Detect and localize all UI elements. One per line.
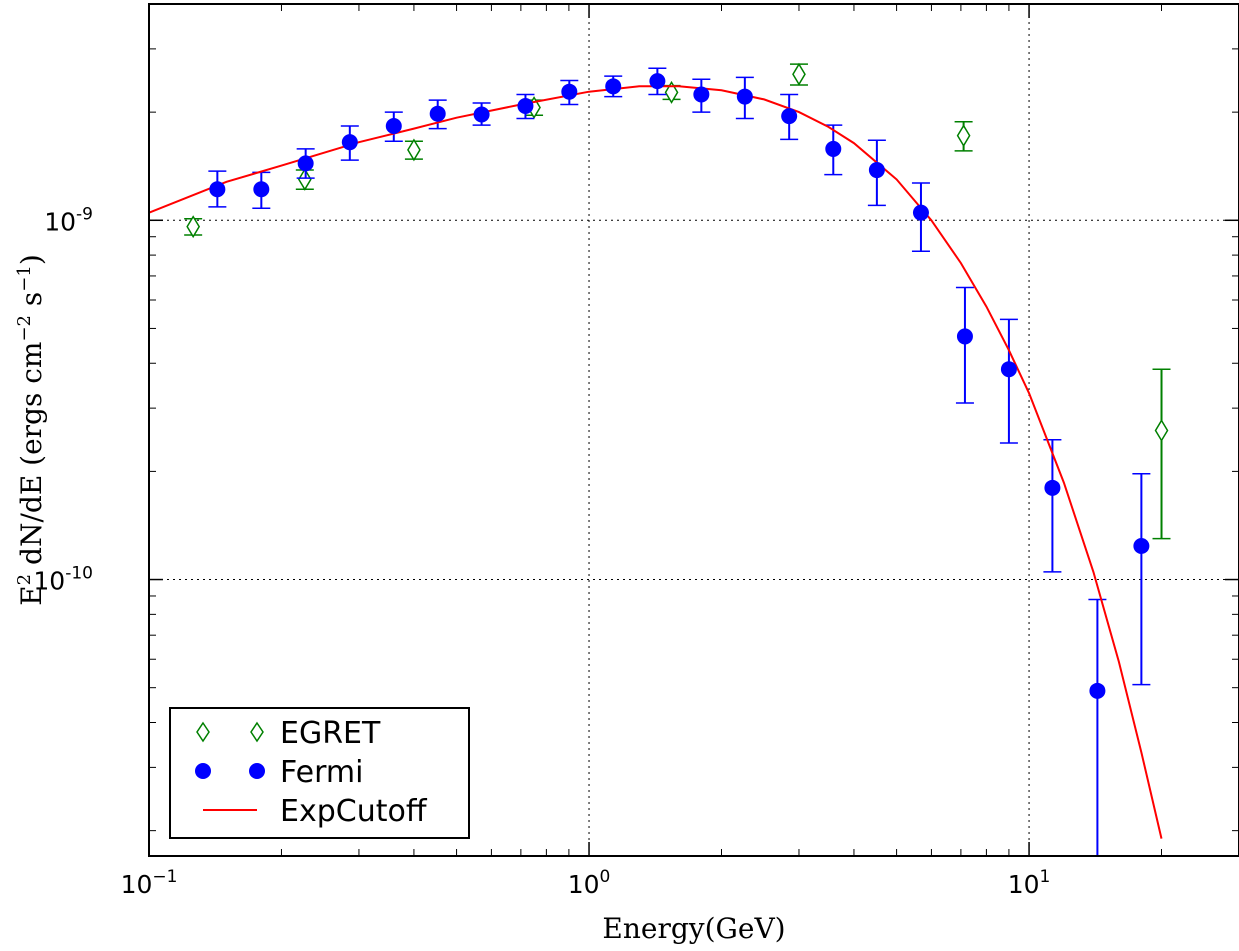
y-axis-title-exp1: 2 (14, 574, 35, 585)
y-axis-title-exp2: −2 (14, 315, 35, 342)
legend-label: ExpCutoff (280, 794, 428, 829)
fermi-point (736, 88, 753, 105)
plot-area (149, 62, 1171, 856)
y-axis-title-base: E (15, 585, 48, 605)
x-tick-label-base: 10 (121, 870, 153, 899)
fermi-point (1133, 537, 1150, 554)
fermi-point (429, 105, 446, 122)
plot-frame (148, 3, 1239, 857)
fermi-point (1089, 682, 1106, 699)
x-tick-labels: 10−1 100 101 (121, 867, 1051, 899)
x-tick-label-base: 10 (1008, 870, 1040, 899)
legend-label: EGRET (280, 716, 381, 751)
egret-point (664, 80, 679, 104)
expcutoff-line (149, 85, 1163, 839)
fermi-point (693, 86, 710, 103)
fermi-point (341, 134, 358, 151)
fermi-point (297, 155, 314, 172)
fermi-point (561, 83, 578, 100)
y-axis-title-mid: dN/dE (ergs cm (15, 342, 48, 574)
fermi-point (385, 118, 402, 135)
fermi-point (253, 181, 270, 198)
x-tick-label: 101 (1008, 867, 1051, 899)
egret-point (792, 62, 806, 86)
fermi-point (781, 108, 798, 125)
x-tick-label-base: 10 (568, 870, 600, 899)
y-tick-label-exp: -9 (76, 204, 93, 224)
fermi-point (825, 140, 842, 157)
egret-point (1154, 419, 1169, 442)
egret-point (186, 215, 201, 239)
x-tick-label-exp: 0 (600, 867, 611, 887)
y-tick-label: 10-9 (44, 204, 93, 236)
legend-egret-marker (250, 721, 264, 743)
fermi-point (473, 106, 490, 123)
legend-label: Fermi (280, 755, 363, 790)
minor-ticks (149, 3, 1239, 856)
y-axis-title: E2 dN/dE (ergs cm−2 s−1) (14, 254, 48, 606)
y-tick-label-exp: -10 (65, 564, 93, 584)
legend-egret-marker (196, 721, 210, 743)
fermi-point (1000, 361, 1017, 378)
x-tick-label-exp: −1 (152, 867, 177, 887)
fermi-point (1044, 479, 1061, 496)
x-tick-label: 10−1 (121, 867, 178, 899)
egret-point (297, 167, 312, 191)
x-tick-label-exp: 1 (1040, 867, 1051, 887)
y-axis-title-exp3: −1 (14, 265, 35, 292)
y-axis-title-end: ) (15, 254, 48, 265)
fermi-point (649, 73, 666, 90)
x-axis-title: Energy(GeV) (602, 912, 785, 945)
fermi-point (517, 98, 534, 115)
egret-point (956, 124, 971, 148)
fermi-point (605, 78, 622, 95)
legend-box (169, 707, 470, 839)
fermi-point (956, 328, 973, 345)
fermi-point (868, 162, 885, 179)
y-axis-title-mid2: s (15, 292, 48, 315)
legend: EGRET Fermi ExpCutoff (169, 707, 470, 839)
x-tick-label: 100 (568, 867, 611, 899)
legend-fermi-marker (249, 763, 265, 779)
egret-point (407, 138, 421, 162)
fermi-point (912, 204, 929, 221)
grid-lines (149, 4, 1239, 856)
y-tick-label-base: 10 (33, 567, 65, 596)
y-tick-label: 10-10 (33, 564, 93, 596)
fermi-point (209, 181, 226, 198)
legend-fermi-marker (195, 763, 211, 779)
y-tick-label-base: 10 (44, 207, 76, 236)
